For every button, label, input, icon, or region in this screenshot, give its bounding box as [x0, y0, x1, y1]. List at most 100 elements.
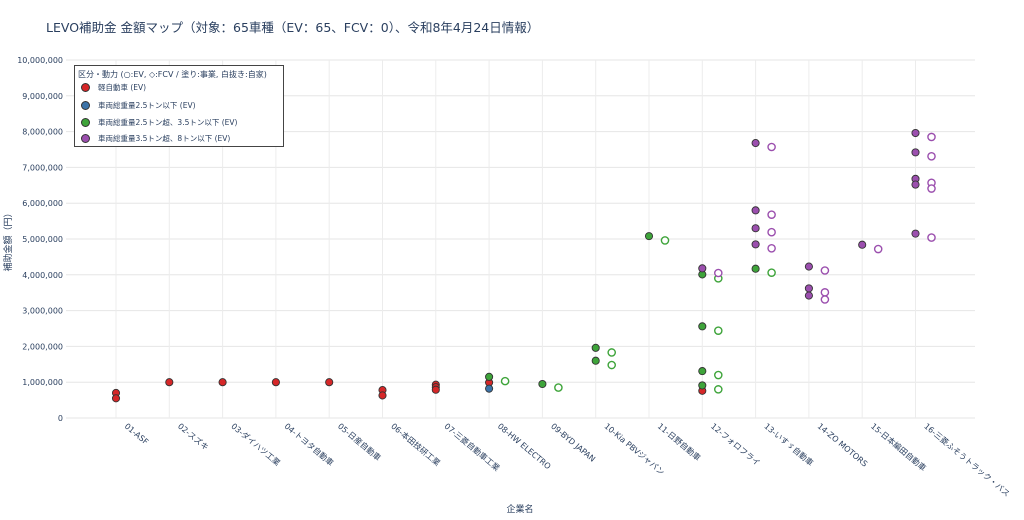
data-point-filled[interactable] [325, 378, 334, 387]
legend-marker-3-5t-8t [81, 133, 90, 143]
y-tick-labels: 0 1,000,000 2,000,000 3,000,000 4,000,000 5,0… [17, 56, 63, 423]
data-point-hollow[interactable] [714, 370, 723, 380]
data-point-filled[interactable] [271, 378, 280, 387]
x-tick-label: 09-BYD JAPAN [549, 422, 597, 464]
data-point-filled[interactable] [911, 180, 920, 189]
data-point-filled[interactable] [751, 224, 760, 233]
data-point-hollow[interactable] [873, 244, 883, 254]
data-point-hollow[interactable] [500, 376, 510, 386]
x-tick-label: 07-三菱自動車工業 [443, 421, 502, 473]
data-point-hollow[interactable] [714, 268, 723, 278]
data-point-filled[interactable] [751, 139, 760, 148]
data-point-hollow[interactable] [714, 385, 723, 394]
y-tick-label: 1,000,000 [22, 378, 63, 387]
data-point-hollow[interactable] [767, 210, 776, 219]
legend-item-kei[interactable]: 軽自動車 (EV) [81, 80, 146, 94]
data-point-filled[interactable] [911, 229, 920, 238]
legend-title: 区分・動力 (○:EV, ◇:FCV / 塗り:事業, 白抜き:自家) [78, 70, 267, 79]
x-tick-label: 10-Kia PBVジャパン [602, 422, 666, 477]
x-tick-label: 05-日産自動車 [336, 421, 383, 463]
data-point-filled[interactable] [218, 378, 227, 387]
y-tick-label: 3,000,000 [22, 307, 63, 316]
data-point-hollow[interactable] [820, 288, 830, 297]
y-tick-label: 10,000,000 [17, 56, 63, 65]
legend-label-2-5t-3-5t: 車両総重量2.5トン超、3.5トン以下 (EV) [98, 117, 238, 127]
data-point-hollow[interactable] [554, 383, 563, 392]
data-point-filled[interactable] [911, 128, 920, 138]
data-point-filled[interactable] [698, 264, 707, 273]
data-point-hollow[interactable] [767, 142, 776, 152]
y-axis-label: 補助金額（円） [2, 208, 14, 271]
data-point-hollow[interactable] [820, 295, 830, 304]
data-point-filled[interactable] [751, 206, 760, 215]
data-point-filled[interactable] [751, 264, 760, 273]
data-point-filled[interactable] [165, 378, 174, 387]
y-tick-label: 5,000,000 [22, 235, 63, 244]
legend: 区分・動力 (○:EV, ◇:FCV / 塗り:事業, 白抜き:自家) 軽自動車… [74, 65, 284, 147]
data-point-filled[interactable] [485, 384, 494, 393]
y-tick-label: 6,000,000 [22, 199, 63, 208]
data-point-filled[interactable] [431, 385, 440, 394]
data-point-hollow[interactable] [660, 236, 670, 245]
data-point-hollow[interactable] [820, 266, 830, 275]
y-tick-label: 0 [58, 414, 63, 423]
data-point-filled[interactable] [538, 379, 547, 389]
data-point-filled[interactable] [698, 381, 707, 390]
data-point-hollow[interactable] [714, 326, 723, 335]
x-tick-label: 15-日本編田自動車 [869, 421, 928, 473]
data-point-filled[interactable] [591, 343, 600, 352]
y-tick-label: 8,000,000 [22, 128, 63, 137]
legend-label-under-2-5t: 車両総重量2.5トン以下 (EV) [98, 100, 196, 110]
legend-marker-kei [81, 82, 90, 92]
data-point-filled[interactable] [485, 372, 494, 381]
x-tick-label: 14-ZO MOTORS [816, 422, 870, 469]
x-tick-label: 06-本田技研工業 [389, 421, 442, 468]
data-point-filled[interactable] [378, 391, 387, 400]
legend-item-under-2-5t[interactable]: 車両総重量2.5トン以下 (EV) [81, 98, 196, 112]
x-axis-label: 企業名 [506, 503, 533, 515]
x-tick-label: 11-日野自動車 [656, 421, 703, 463]
x-tick-label: 16-三菱ふそうトラック・バス [922, 421, 1012, 499]
data-point-filled[interactable] [804, 284, 813, 293]
legend-label-kei: 軽自動車 (EV) [98, 82, 147, 92]
data-point-hollow[interactable] [767, 227, 776, 237]
x-tick-labels: 01-ASF 02-スズキ 03-ダイハツ工業 04-トヨタ自動車 05-日産自動車 06… [123, 421, 1012, 499]
x-tick-label: 02-スズキ [176, 421, 211, 452]
data-point-filled[interactable] [804, 291, 813, 300]
x-tick-label: 12-フォロフライ [709, 422, 762, 468]
x-tick-label: 04-トヨタ自動車 [283, 421, 336, 468]
data-point-hollow[interactable] [767, 244, 776, 253]
y-tick-label: 9,000,000 [22, 92, 63, 101]
data-point-hollow[interactable] [607, 348, 617, 357]
data-point-filled[interactable] [111, 394, 121, 403]
data-point-hollow[interactable] [927, 233, 936, 242]
legend-marker-2-5t-3-5t [81, 117, 90, 127]
chart-title: LEVO補助金 金額マップ（対象：65車種（EV：65、FCV：0）、令和8年4… [46, 20, 540, 35]
legend-label-3-5t-8t: 車両総重量3.5トン超、8トン以下 (EV) [98, 133, 231, 143]
data-point-hollow[interactable] [927, 152, 936, 161]
data-point-hollow[interactable] [927, 184, 936, 193]
data-point-filled[interactable] [858, 240, 867, 249]
x-tick-label: 13-いすゞ自動車 [762, 421, 815, 468]
data-point-filled[interactable] [911, 148, 920, 157]
legend-item-2-5t-3-5t[interactable]: 車両総重量2.5トン超、3.5トン以下 (EV) [81, 115, 237, 129]
data-point-filled[interactable] [644, 232, 654, 241]
y-tick-label: 7,000,000 [22, 163, 63, 172]
data-point-hollow[interactable] [927, 132, 936, 142]
data-point-filled[interactable] [804, 262, 813, 271]
x-tick-label: 01-ASF [123, 422, 151, 447]
legend-marker-under-2-5t [81, 100, 90, 110]
data-point-hollow[interactable] [607, 360, 617, 370]
data-point-hollow[interactable] [767, 268, 776, 277]
x-tick-label: 08-HW ELECTRO [496, 422, 553, 472]
y-tick-label: 2,000,000 [22, 342, 63, 351]
data-point-filled[interactable] [698, 322, 707, 331]
data-point-filled[interactable] [698, 367, 707, 376]
data-point-filled[interactable] [751, 240, 760, 249]
data-point-filled[interactable] [591, 356, 600, 365]
data-points[interactable] [111, 128, 936, 403]
y-tick-label: 4,000,000 [22, 271, 63, 280]
legend-item-3-5t-8t[interactable]: 車両総重量3.5トン超、8トン以下 (EV) [81, 131, 230, 145]
x-tick-label: 03-ダイハツ工業 [229, 421, 282, 468]
